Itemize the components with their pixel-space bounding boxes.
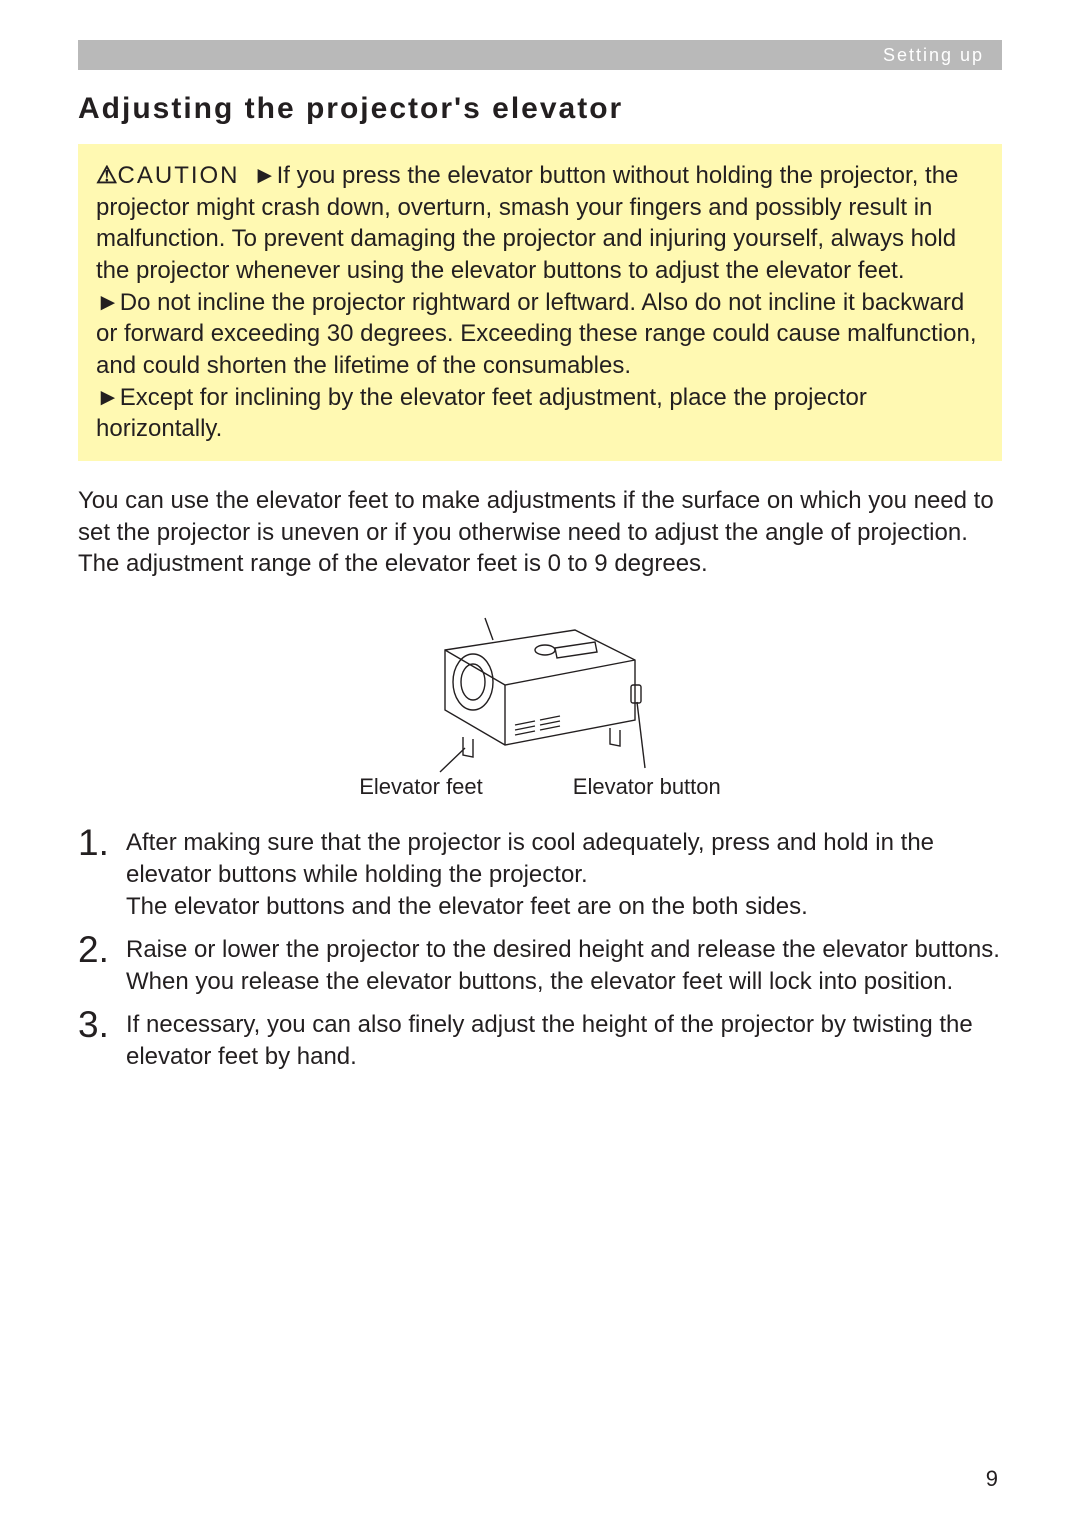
steps-list: 1. After making sure that the projector …: [78, 824, 1002, 1072]
step-1-text-b: The elevator buttons and the elevator fe…: [126, 893, 808, 920]
step-2: 2. Raise or lower the projector to the d…: [78, 931, 1002, 998]
step-2-text: Raise or lower the projector to the desi…: [126, 931, 1000, 998]
caution-box: ⚠CAUTION ►If you press the elevator butt…: [78, 144, 1002, 461]
caution-item-2: Except for inclining by the elevator fee…: [96, 384, 867, 443]
step-1: 1. After making sure that the projector …: [78, 824, 1002, 923]
page-number: 9: [986, 1466, 998, 1492]
caution-item-1: Do not incline the projector rightward o…: [96, 289, 977, 379]
diagram-label-left: Elevator feet: [359, 774, 483, 800]
caution-arrow-1: ►: [96, 289, 120, 316]
step-3-num: 3.: [78, 1006, 126, 1045]
step-1-text-a: After making sure that the projector is …: [126, 829, 934, 888]
step-2-text-b: When you release the elevator buttons, t…: [126, 968, 953, 995]
caution-label: CAUTION: [118, 162, 240, 189]
warning-icon: ⚠: [96, 162, 118, 189]
step-2-num: 2.: [78, 931, 126, 970]
step-3-text: If necessary, you can also finely adjust…: [126, 1006, 1002, 1073]
caution-arrow-0: ►: [253, 162, 277, 189]
step-1-num: 1.: [78, 824, 126, 863]
intro-paragraph: You can use the elevator feet to make ad…: [78, 485, 1002, 580]
breadcrumb: Setting up: [883, 45, 984, 66]
projector-diagram: [78, 590, 1002, 780]
step-3: 3. If necessary, you can also finely adj…: [78, 1006, 1002, 1073]
section-title: Adjusting the projector's elevator: [78, 92, 1002, 126]
header-bar: Setting up: [78, 40, 1002, 70]
step-1-text: After making sure that the projector is …: [126, 824, 1002, 923]
caution-arrow-2: ►: [96, 384, 120, 411]
step-2-text-a: Raise or lower the projector to the desi…: [126, 936, 1000, 963]
step-3-text-a: If necessary, you can also finely adjust…: [126, 1011, 973, 1070]
diagram-label-right: Elevator button: [573, 774, 721, 800]
